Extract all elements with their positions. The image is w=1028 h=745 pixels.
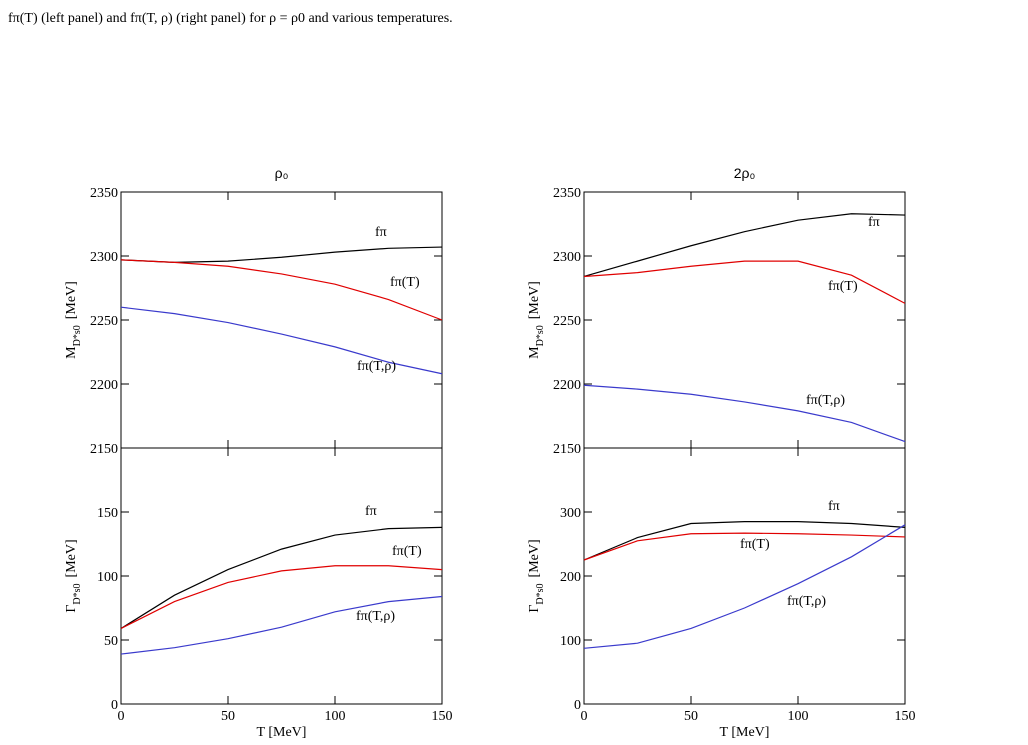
y-tick-label: 2300 [90,250,118,265]
y-tick-label: 2250 [553,314,581,329]
x-tick-label: 50 [684,709,698,724]
y-tick-label: 300 [560,506,581,521]
y-tick-label: 2150 [553,442,581,457]
curve [120,246,443,264]
y-label-subscript: D*s0 [535,325,546,346]
y-tick-label: 2350 [553,186,581,201]
y-label-subscript: D*s0 [535,583,546,604]
x-tick-label: 0 [118,709,125,724]
curve-label: fπ(T) [740,537,770,552]
y-label-unit: [MeV] [64,539,79,577]
panel-title: 2ρ₀ [734,165,756,181]
y-tick-label: 2250 [90,314,118,329]
y-label-symbol: M [64,346,79,359]
curve-label: fπ(T) [392,544,422,559]
curve [120,526,443,629]
y-tick-label: 2200 [90,378,118,393]
x-tick-label: 50 [221,709,235,724]
curve-label: fπ [868,215,880,230]
x-tick-label: 0 [581,709,588,724]
plot-frame [583,191,906,449]
plot-frame [120,447,443,705]
y-tick-label: 2150 [90,442,118,457]
x-tick-label: 100 [325,709,346,724]
plot-frame [120,191,443,449]
curve [120,259,443,321]
y-axis-label: ΓD*s0 [MeV] [527,539,546,612]
curve [583,384,906,443]
curve-label: fπ(T) [390,275,420,290]
curve-label: fπ [828,499,840,514]
y-axis-label: MD*s0 [MeV] [527,281,546,359]
curve [120,595,443,655]
curve [583,532,906,561]
caption: fπ(T) (left panel) and fπ(T, ρ) (right p… [8,11,453,26]
y-label-symbol: M [527,346,542,359]
x-axis-label: T [MeV] [720,725,770,740]
plot-frame [583,447,906,705]
x-tick-label: 150 [432,709,453,724]
curve-label: fπ(T,ρ) [806,393,845,408]
x-tick-label: 100 [788,709,809,724]
y-axis-label: ΓD*s0 [MeV] [64,539,83,612]
curve-label: fπ(T,ρ) [787,594,826,609]
y-label-symbol: Γ [527,605,542,613]
x-tick-label: 150 [895,709,916,724]
curve [583,524,906,649]
curve-label: fπ [375,225,387,240]
x-axis-label: T [MeV] [257,725,307,740]
y-tick-label: 150 [97,506,118,521]
y-label-unit: [MeV] [527,281,542,319]
panel-title: ρ₀ [275,165,289,181]
curve-label: fπ [365,504,377,519]
y-tick-label: 2350 [90,186,118,201]
y-label-unit: [MeV] [527,539,542,577]
y-label-symbol: Γ [64,605,79,613]
y-tick-label: 2300 [553,250,581,265]
curve [583,260,906,304]
y-label-subscript: D*s0 [72,583,83,604]
y-label-subscript: D*s0 [72,325,83,346]
y-tick-label: 100 [97,570,118,585]
curve [120,565,443,630]
y-label-unit: [MeV] [64,281,79,319]
curve-label: fπ(T,ρ) [357,359,396,374]
y-tick-label: 200 [560,570,581,585]
y-axis-label: MD*s0 [MeV] [64,281,83,359]
y-tick-label: 50 [104,634,118,649]
y-tick-label: 100 [560,634,581,649]
y-tick-label: 0 [111,698,118,713]
curve-label: fπ(T,ρ) [356,609,395,624]
curve [583,521,906,561]
y-tick-label: 0 [574,698,581,713]
curve [583,213,906,278]
curve-label: fπ(T) [828,279,858,294]
curve [120,306,443,375]
y-tick-label: 2200 [553,378,581,393]
